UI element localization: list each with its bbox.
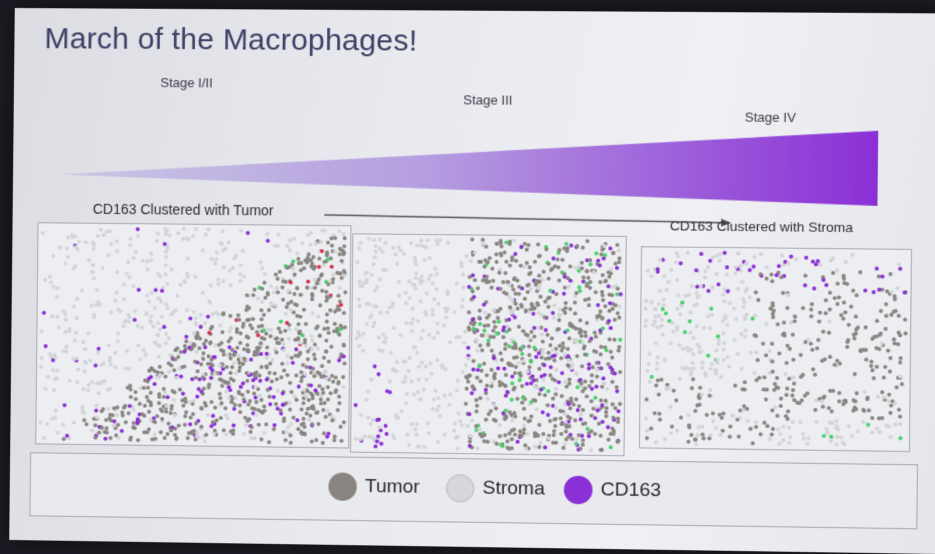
- stage-1-tissue-map: [35, 222, 352, 449]
- slide-title: March of the Macrophages!: [44, 22, 418, 58]
- tumor-dot-icon: [328, 472, 357, 501]
- cd163-dot-icon: [563, 475, 593, 505]
- stage-4-tissue-map: [638, 246, 913, 453]
- legend-item-tumor: Tumor: [328, 471, 420, 502]
- stroma-dot-icon: [445, 474, 475, 503]
- legend-label-cd163: CD163: [600, 479, 662, 502]
- stage-1-label: Stage I/II: [160, 75, 213, 91]
- cd163-stroma-label: CD163 Clustered with Stroma: [669, 218, 854, 236]
- legend-label-tumor: Tumor: [364, 475, 420, 498]
- legend-item-cd163: CD163: [563, 475, 662, 507]
- progression-wedge: [58, 124, 879, 206]
- stage-3-label: Stage III: [463, 92, 513, 108]
- slide: March of the Macrophages! Stage I/II Sta…: [9, 8, 935, 554]
- legend: Tumor Stroma CD163: [29, 452, 918, 530]
- legend-label-stroma: Stroma: [482, 477, 545, 500]
- legend-item-stroma: Stroma: [445, 473, 545, 505]
- cd163-tumor-label: CD163 Clustered with Tumor: [92, 200, 274, 219]
- stage-3-tissue-map: [350, 233, 627, 457]
